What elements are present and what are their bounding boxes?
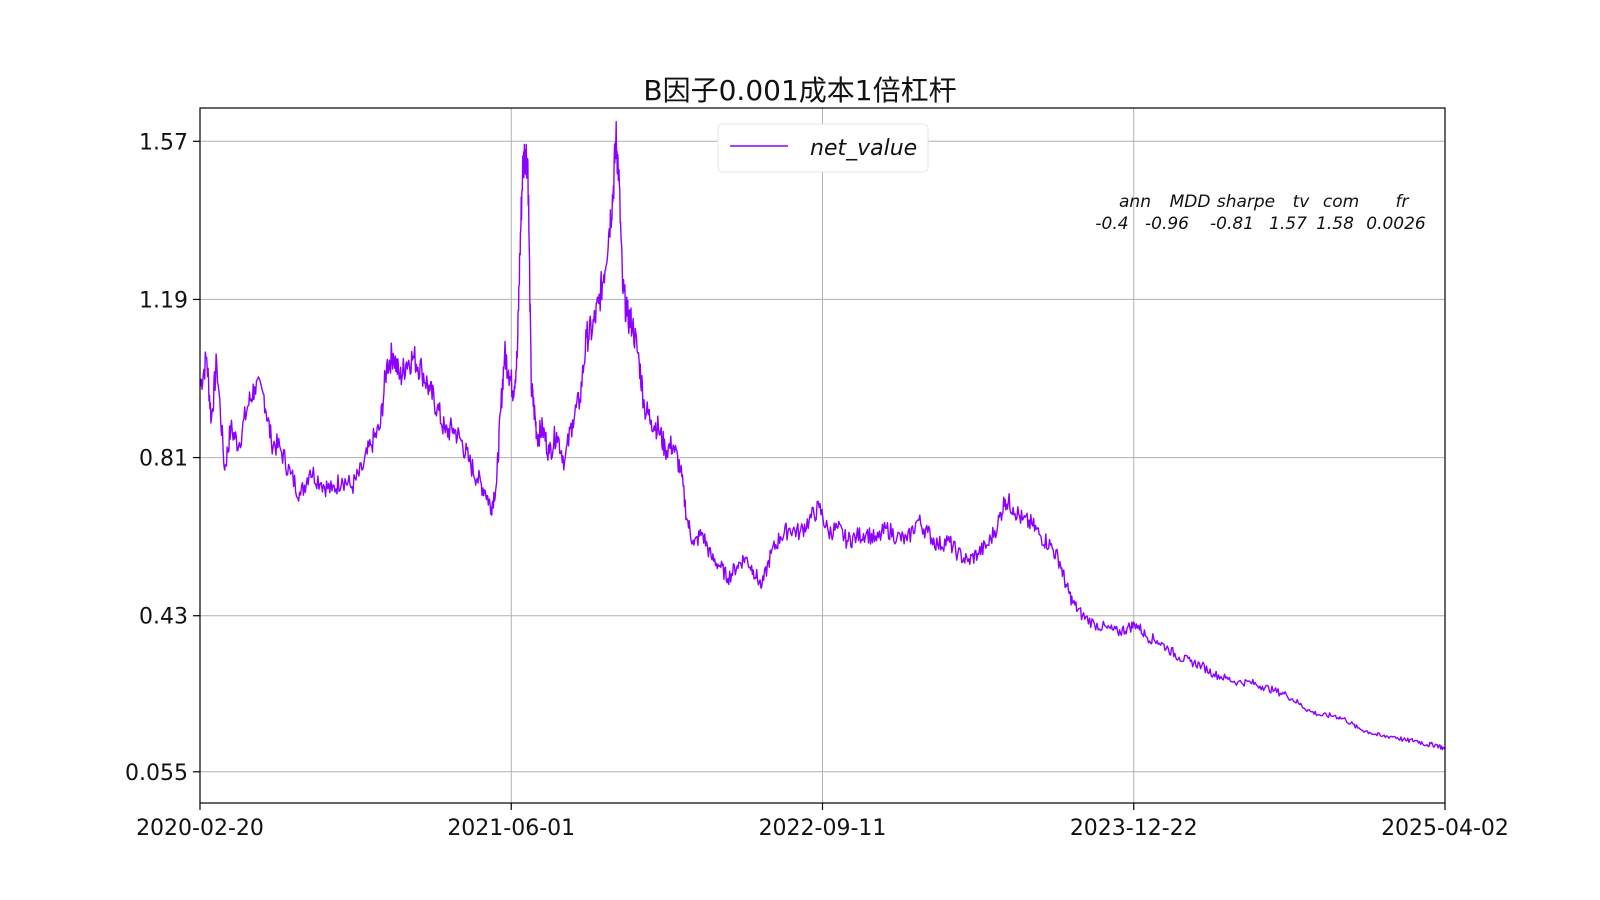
stats-table: ann MDD sharpe tv com fr -0.4 -0.96 -0.81 1.57 1.5… [1095, 192, 1426, 234]
stats-header: fr [1396, 192, 1410, 212]
legend-box [717, 123, 929, 173]
y-tick-label: 1.19 [139, 288, 188, 313]
y-tick-label: 0.81 [139, 447, 188, 472]
x-tick-label: 2025-04-02 [1381, 816, 1509, 841]
legend-label: net_value [810, 136, 917, 161]
series-line-net_value [199, 121, 1446, 751]
y-axis: 0.055 0.43 0.81 1.19 1.57 [125, 130, 200, 786]
stats-value: 1.57 [1269, 214, 1307, 234]
x-tick-label: 2022-09-11 [759, 816, 887, 841]
stats-header: ann [1119, 192, 1151, 212]
stats-header: MDD [1170, 192, 1211, 212]
x-axis: 2020-02-20 2021-06-01 2022-09-11 2023-12-22… [136, 803, 1509, 841]
chart-title: B因子0.001成本1倍杠杆 [643, 74, 956, 107]
y-tick-label: 0.43 [139, 605, 188, 630]
stats-header: sharpe [1217, 192, 1275, 212]
stats-value: 0.0026 [1366, 214, 1426, 234]
stats-header: com [1323, 192, 1359, 212]
x-tick-label: 2021-06-01 [447, 816, 575, 841]
y-tick-label: 0.055 [125, 761, 188, 786]
stats-value: 1.58 [1316, 214, 1354, 234]
stats-value: -0.81 [1210, 214, 1254, 234]
stats-value: -0.96 [1145, 214, 1189, 234]
legend: net_value [717, 123, 929, 173]
stats-value: -0.4 [1095, 214, 1128, 234]
x-tick-label: 2020-02-20 [136, 816, 264, 841]
x-tick-label: 2023-12-22 [1070, 816, 1198, 841]
series-layer [199, 121, 1446, 751]
stats-header: tv [1293, 192, 1311, 212]
y-tick-label: 1.57 [139, 130, 188, 155]
grid-lines [199, 108, 1446, 803]
